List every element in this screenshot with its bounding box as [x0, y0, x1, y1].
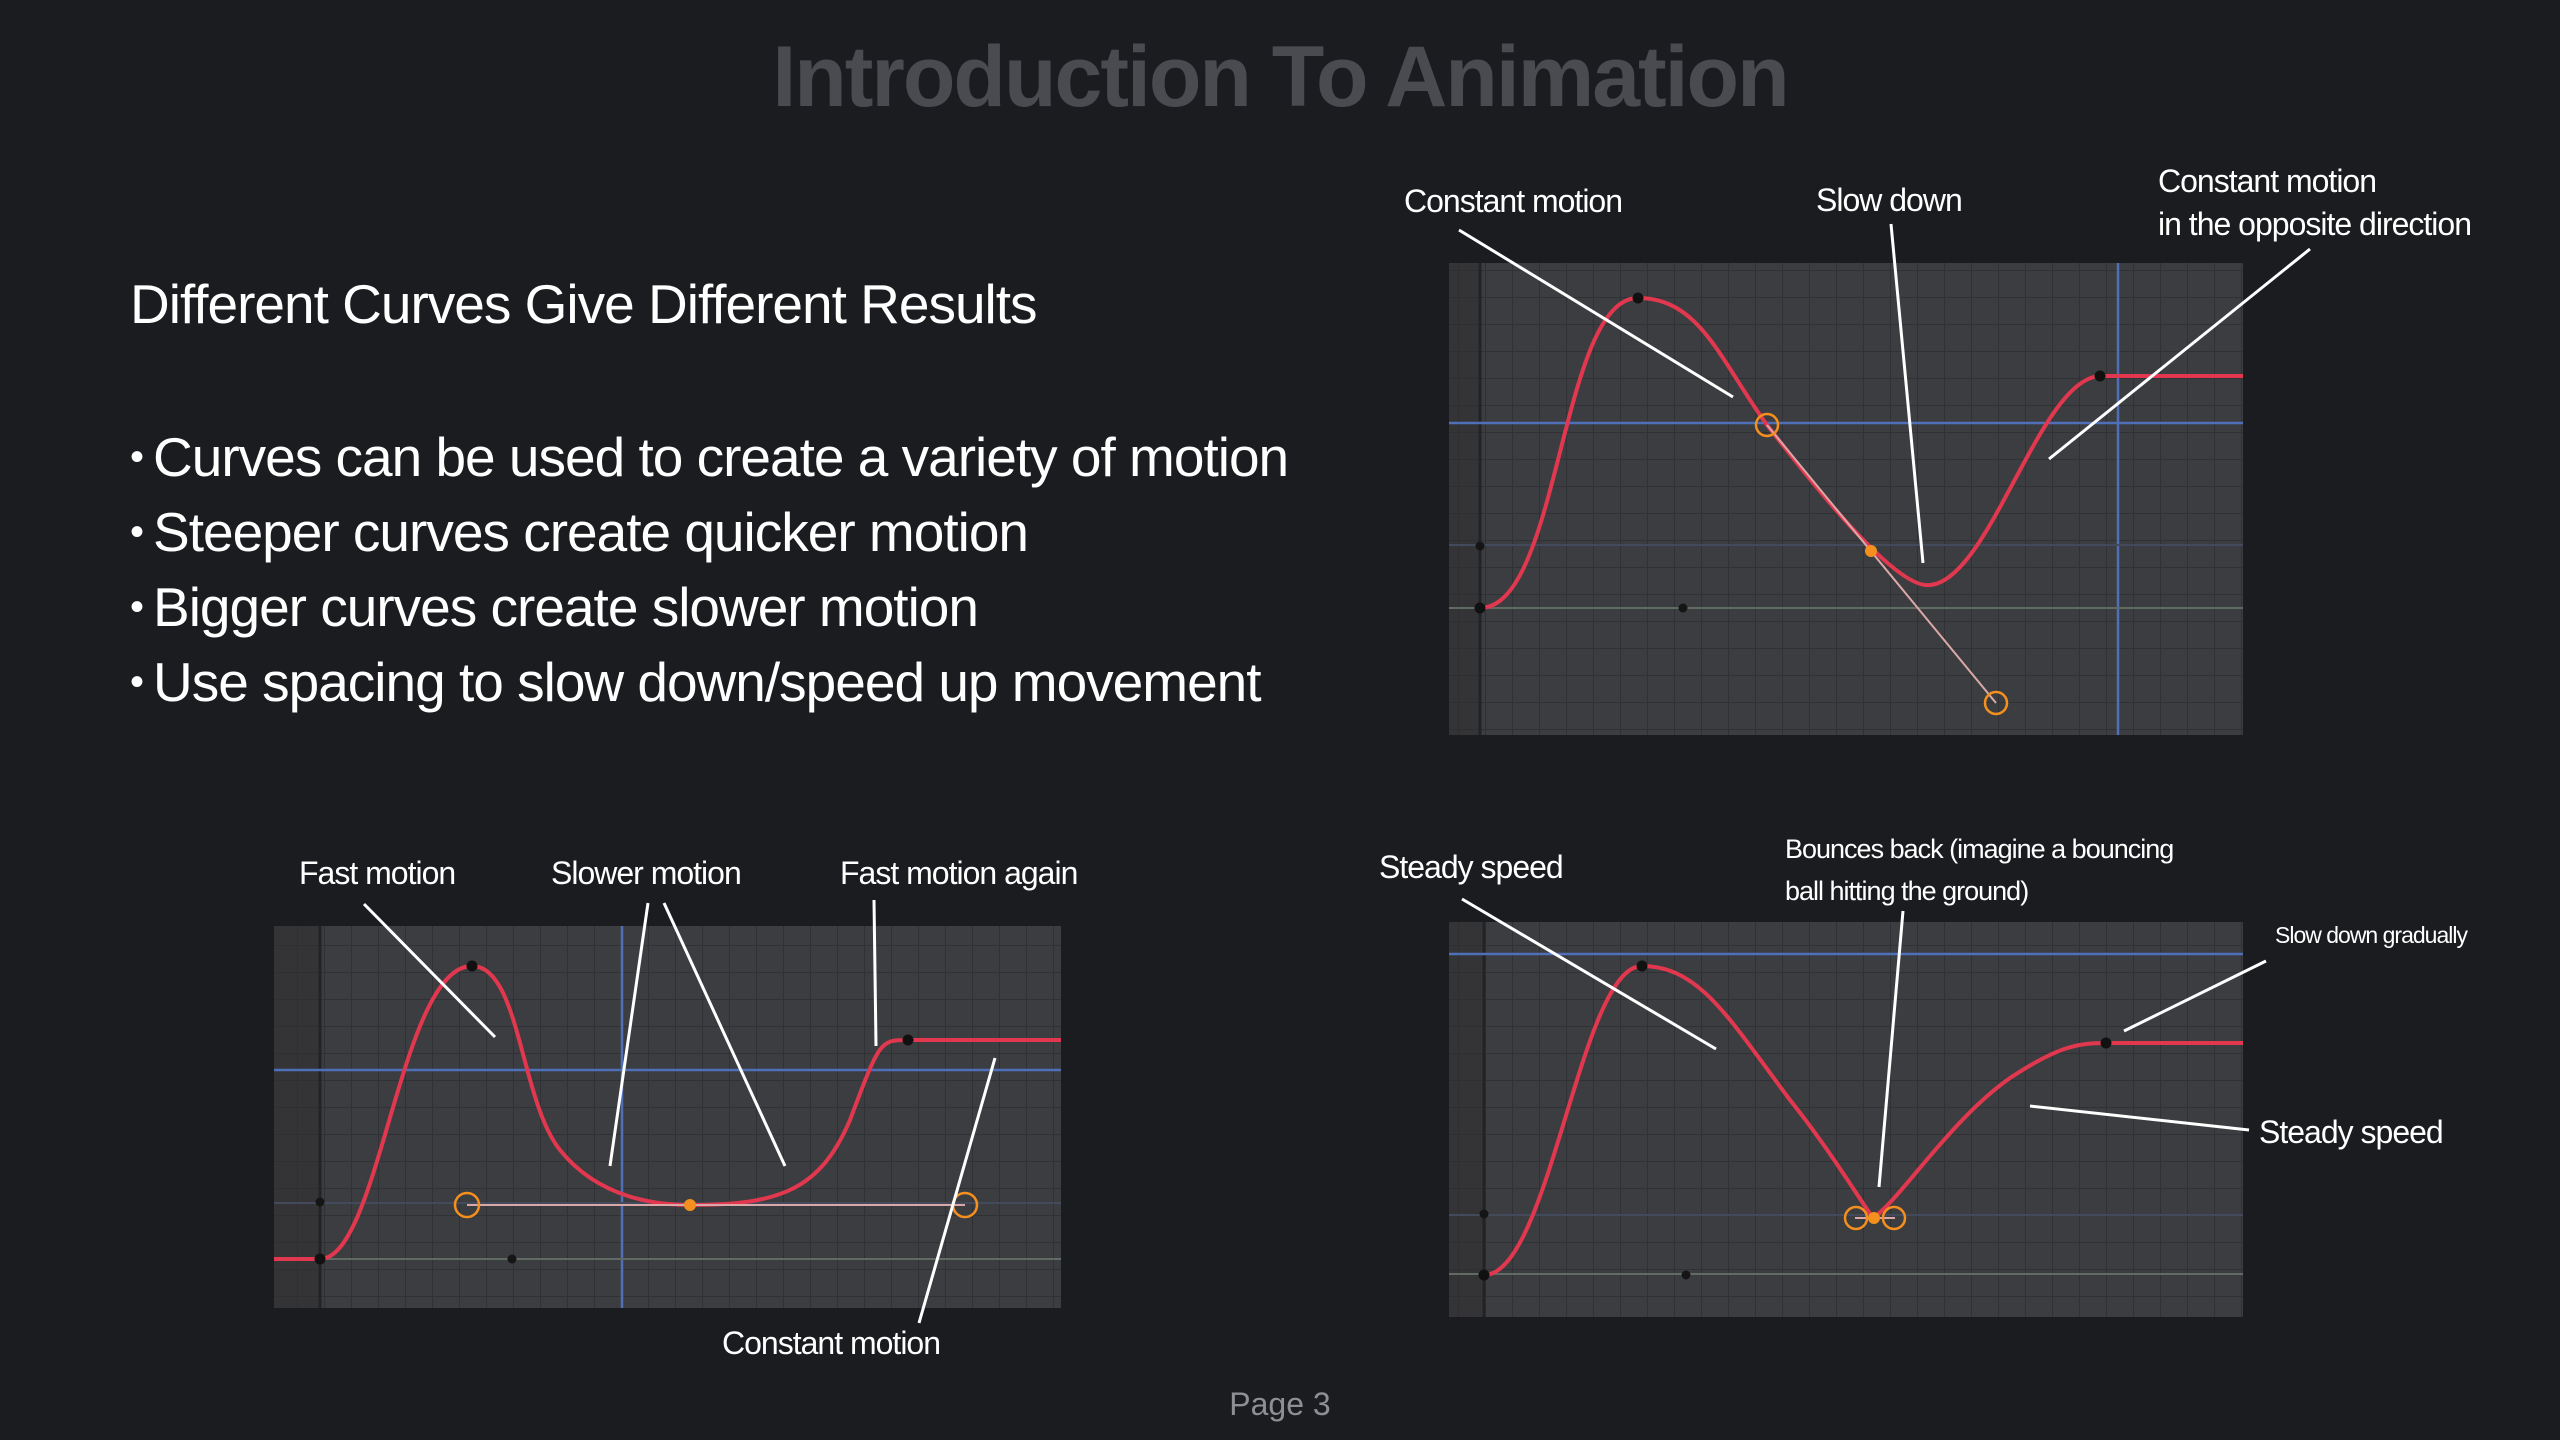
graph-grid — [1449, 263, 2243, 735]
graph-gutter — [274, 926, 319, 1308]
label-constant-motion: Constant motion — [1404, 183, 1622, 219]
keyframe[interactable] — [2095, 371, 2106, 382]
callout-line — [874, 900, 876, 1046]
label-fast-motion: Fast motion — [299, 855, 455, 891]
handle-dot — [1476, 542, 1485, 551]
keyframe[interactable] — [467, 961, 478, 972]
keyframe[interactable] — [1637, 961, 1648, 972]
label-slower-motion: Slower motion — [551, 855, 741, 891]
selected-keyframe[interactable] — [684, 1199, 696, 1211]
label-bounces-line2: ball hitting the ground) — [1785, 876, 2028, 906]
label-steady-speed: Steady speed — [1379, 849, 1563, 885]
keyframe[interactable] — [1475, 603, 1486, 614]
handle-dot — [1682, 1271, 1691, 1280]
label-steady-speed-right: Steady speed — [2259, 1114, 2443, 1150]
handle-dot — [508, 1255, 517, 1264]
handle-dot — [1480, 1210, 1489, 1219]
keyframe[interactable] — [315, 1254, 326, 1265]
keyframe[interactable] — [2101, 1038, 2112, 1049]
keyframe[interactable] — [903, 1035, 914, 1046]
handle-dot — [1679, 604, 1688, 613]
label-constant-motion: Constant motion — [722, 1325, 940, 1361]
graph-top-right: Constant motion Slow down Constant motio… — [1404, 163, 2471, 735]
keyframe[interactable] — [1633, 293, 1644, 304]
page-number: Page 3 — [0, 1386, 2560, 1423]
graph-gutter — [1449, 263, 1479, 735]
graph-gutter — [1449, 922, 1484, 1317]
label-bounces-line1: Bounces back (imagine a bouncing — [1785, 834, 2173, 864]
label-slow-down: Slow down — [1816, 182, 1962, 218]
graph-grid — [1449, 922, 2243, 1317]
label-opposite-line1: Constant motion — [2158, 163, 2376, 199]
label-fast-motion-again: Fast motion again — [840, 855, 1077, 891]
label-slow-down-gradually: Slow down gradually — [2275, 922, 2468, 948]
keyframe[interactable] — [1479, 1270, 1490, 1281]
handle-dot — [316, 1198, 325, 1207]
selected-keyframe[interactable] — [1865, 545, 1877, 557]
graph-bottom-left: Fast motion Slower motion Fast motion ag… — [274, 855, 1077, 1361]
selected-keyframe[interactable] — [1868, 1212, 1880, 1224]
graph-bottom-right: Steady speed Bounces back (imagine a bou… — [1379, 834, 2468, 1317]
label-opposite-line2: in the opposite direction — [2158, 206, 2471, 242]
